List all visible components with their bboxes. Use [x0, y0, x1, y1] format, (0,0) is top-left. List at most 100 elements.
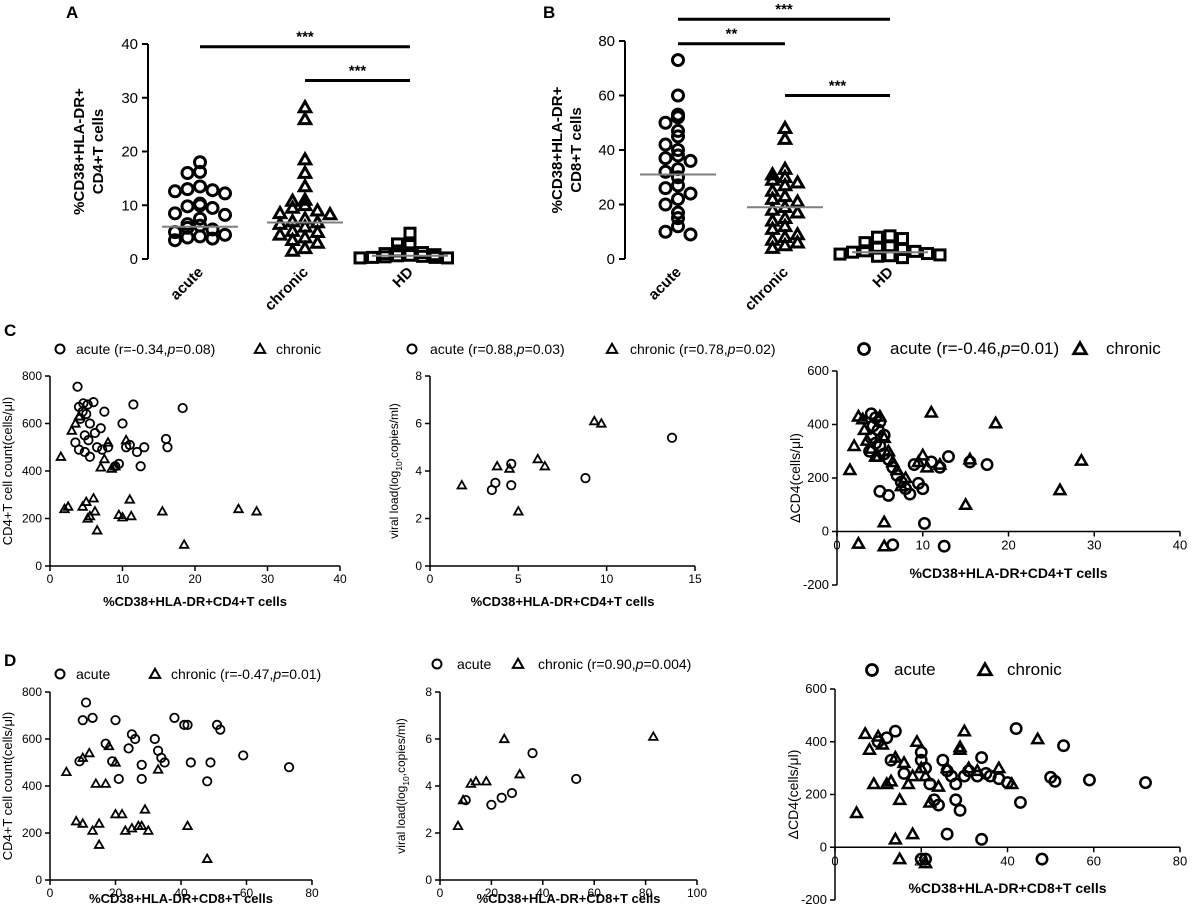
- data-point-acute: [916, 482, 930, 496]
- data-point: [284, 192, 301, 207]
- data-point-acute: [102, 442, 114, 453]
- data-point-chronic: [93, 817, 105, 828]
- data-point: [296, 110, 314, 126]
- data-point-chronic: [896, 754, 912, 769]
- data-point: [658, 224, 673, 239]
- legend-circle-marker: [406, 343, 418, 355]
- data-point-chronic: [887, 749, 903, 763]
- data-point-chronic: [647, 730, 660, 741]
- data-point-chronic: [513, 768, 526, 779]
- data-point-acute: [1013, 795, 1027, 809]
- data-point-chronic: [109, 460, 122, 471]
- x-tick-label: 0: [427, 572, 434, 586]
- data-point-acute: [1139, 776, 1152, 790]
- data-point-chronic: [89, 505, 101, 516]
- data-point: [218, 186, 232, 201]
- data-point-chronic: [457, 794, 469, 805]
- x-tick-label: 40: [333, 572, 347, 586]
- data-point: [168, 233, 182, 248]
- data-point: [671, 110, 685, 125]
- data-point-acute: [205, 757, 216, 768]
- data-point: [858, 244, 872, 258]
- data-point-chronic: [232, 502, 245, 514]
- data-point-acute: [1009, 722, 1023, 736]
- data-point: [658, 115, 673, 130]
- significance-label: ***: [349, 63, 367, 80]
- data-point: [896, 251, 909, 265]
- data-point: [353, 251, 367, 265]
- data-point-chronic: [539, 460, 551, 471]
- data-point-chronic: [503, 462, 516, 473]
- data-point-chronic: [116, 511, 129, 522]
- data-point: [833, 247, 847, 261]
- data-point-acute: [903, 487, 917, 501]
- data-point: [193, 179, 207, 194]
- data-point: [871, 230, 884, 244]
- panel-a-dot-plot: 0 10 20 30 40 %CD38+HLA-DR+ CD4+T cells acute ch…: [71, 29, 454, 314]
- y-tick-label: 2: [415, 512, 422, 526]
- x-tick-label: chronic: [261, 264, 311, 314]
- data-point-chronic: [850, 535, 866, 549]
- data-point-acute: [940, 827, 954, 841]
- data-point-chronic: [87, 492, 100, 503]
- x-tick-label: 60: [1087, 853, 1101, 868]
- data-point-chronic: [105, 462, 118, 473]
- data-point-chronic: [857, 725, 873, 740]
- y-axis-label: ΔCD4(cells/μl): [787, 433, 803, 523]
- data-point-acute: [238, 750, 249, 761]
- y-axis-label-text: ΔCD4(cells/μl): [785, 750, 801, 840]
- legend-circle-marker: [857, 342, 871, 356]
- data-point-acute: [84, 418, 95, 429]
- data-point-chronic: [1052, 482, 1068, 496]
- legend-label-text: chronic (r=0.90,: [538, 656, 636, 672]
- panel-letter-d: D: [4, 651, 16, 670]
- x-tick-label: 20: [485, 886, 499, 900]
- legend-item-acute: acute (r=-0.46,p=0.01): [857, 339, 1059, 358]
- legend-label-text: chronic: [1106, 339, 1161, 358]
- data-point-chronic: [915, 447, 931, 461]
- data-point-chronic: [152, 763, 164, 774]
- x-tick-label: 80: [1173, 853, 1187, 868]
- y-axis-label-line: CD8+T cells: [568, 107, 585, 192]
- data-point-chronic: [918, 855, 934, 869]
- legend-item-chronic: chronic: [1071, 339, 1161, 358]
- x-tick-label: 10: [600, 572, 614, 586]
- data-point-acute: [131, 446, 143, 458]
- data-point-acute: [953, 803, 967, 817]
- data-point-acute: [177, 402, 188, 414]
- data-point-acute: [136, 773, 147, 785]
- data-point-chronic: [856, 421, 872, 436]
- y-axis-label-text: CD4+T cell count(cells/μl): [0, 712, 15, 861]
- y-tick-label: 400: [805, 734, 827, 749]
- data-point: [271, 226, 289, 241]
- data-point-acute: [179, 719, 190, 731]
- data-point: [789, 203, 806, 219]
- data-point: [671, 88, 685, 103]
- data-point-chronic: [905, 768, 921, 782]
- data-point-chronic: [918, 768, 934, 782]
- data-point-chronic: [919, 459, 935, 473]
- data-point-chronic: [863, 440, 879, 454]
- data-point-chronic: [913, 760, 929, 774]
- x-axis-label: %CD38+HLA-DR+CD4+T cells: [909, 565, 1107, 581]
- data-point-acute: [135, 461, 146, 472]
- x-axis-label: %CD38+HLA-DR+CD8+T cells: [477, 891, 661, 906]
- data-point: [764, 165, 781, 181]
- data-point-chronic: [181, 819, 194, 831]
- legend-triangle-marker: [148, 666, 162, 679]
- x-tick-label: 0: [831, 853, 838, 868]
- legend-label: chronic: [1007, 660, 1062, 679]
- data-point-acute: [506, 480, 517, 491]
- y-tick-label: 0: [607, 251, 615, 268]
- data-point-chronic: [952, 739, 968, 753]
- data-point-acute: [159, 757, 170, 768]
- data-point-chronic: [1073, 452, 1089, 466]
- y-axis-label: ΔCD4(cells/μl): [785, 750, 801, 840]
- data-point-chronic: [512, 505, 525, 516]
- data-point: [883, 249, 897, 263]
- legend-p-value: =0.08): [175, 341, 215, 357]
- y-tick-label: -200: [803, 577, 829, 592]
- data-point-chronic: [178, 538, 190, 549]
- data-point: [296, 196, 314, 212]
- y-tick-label: 0: [415, 559, 422, 573]
